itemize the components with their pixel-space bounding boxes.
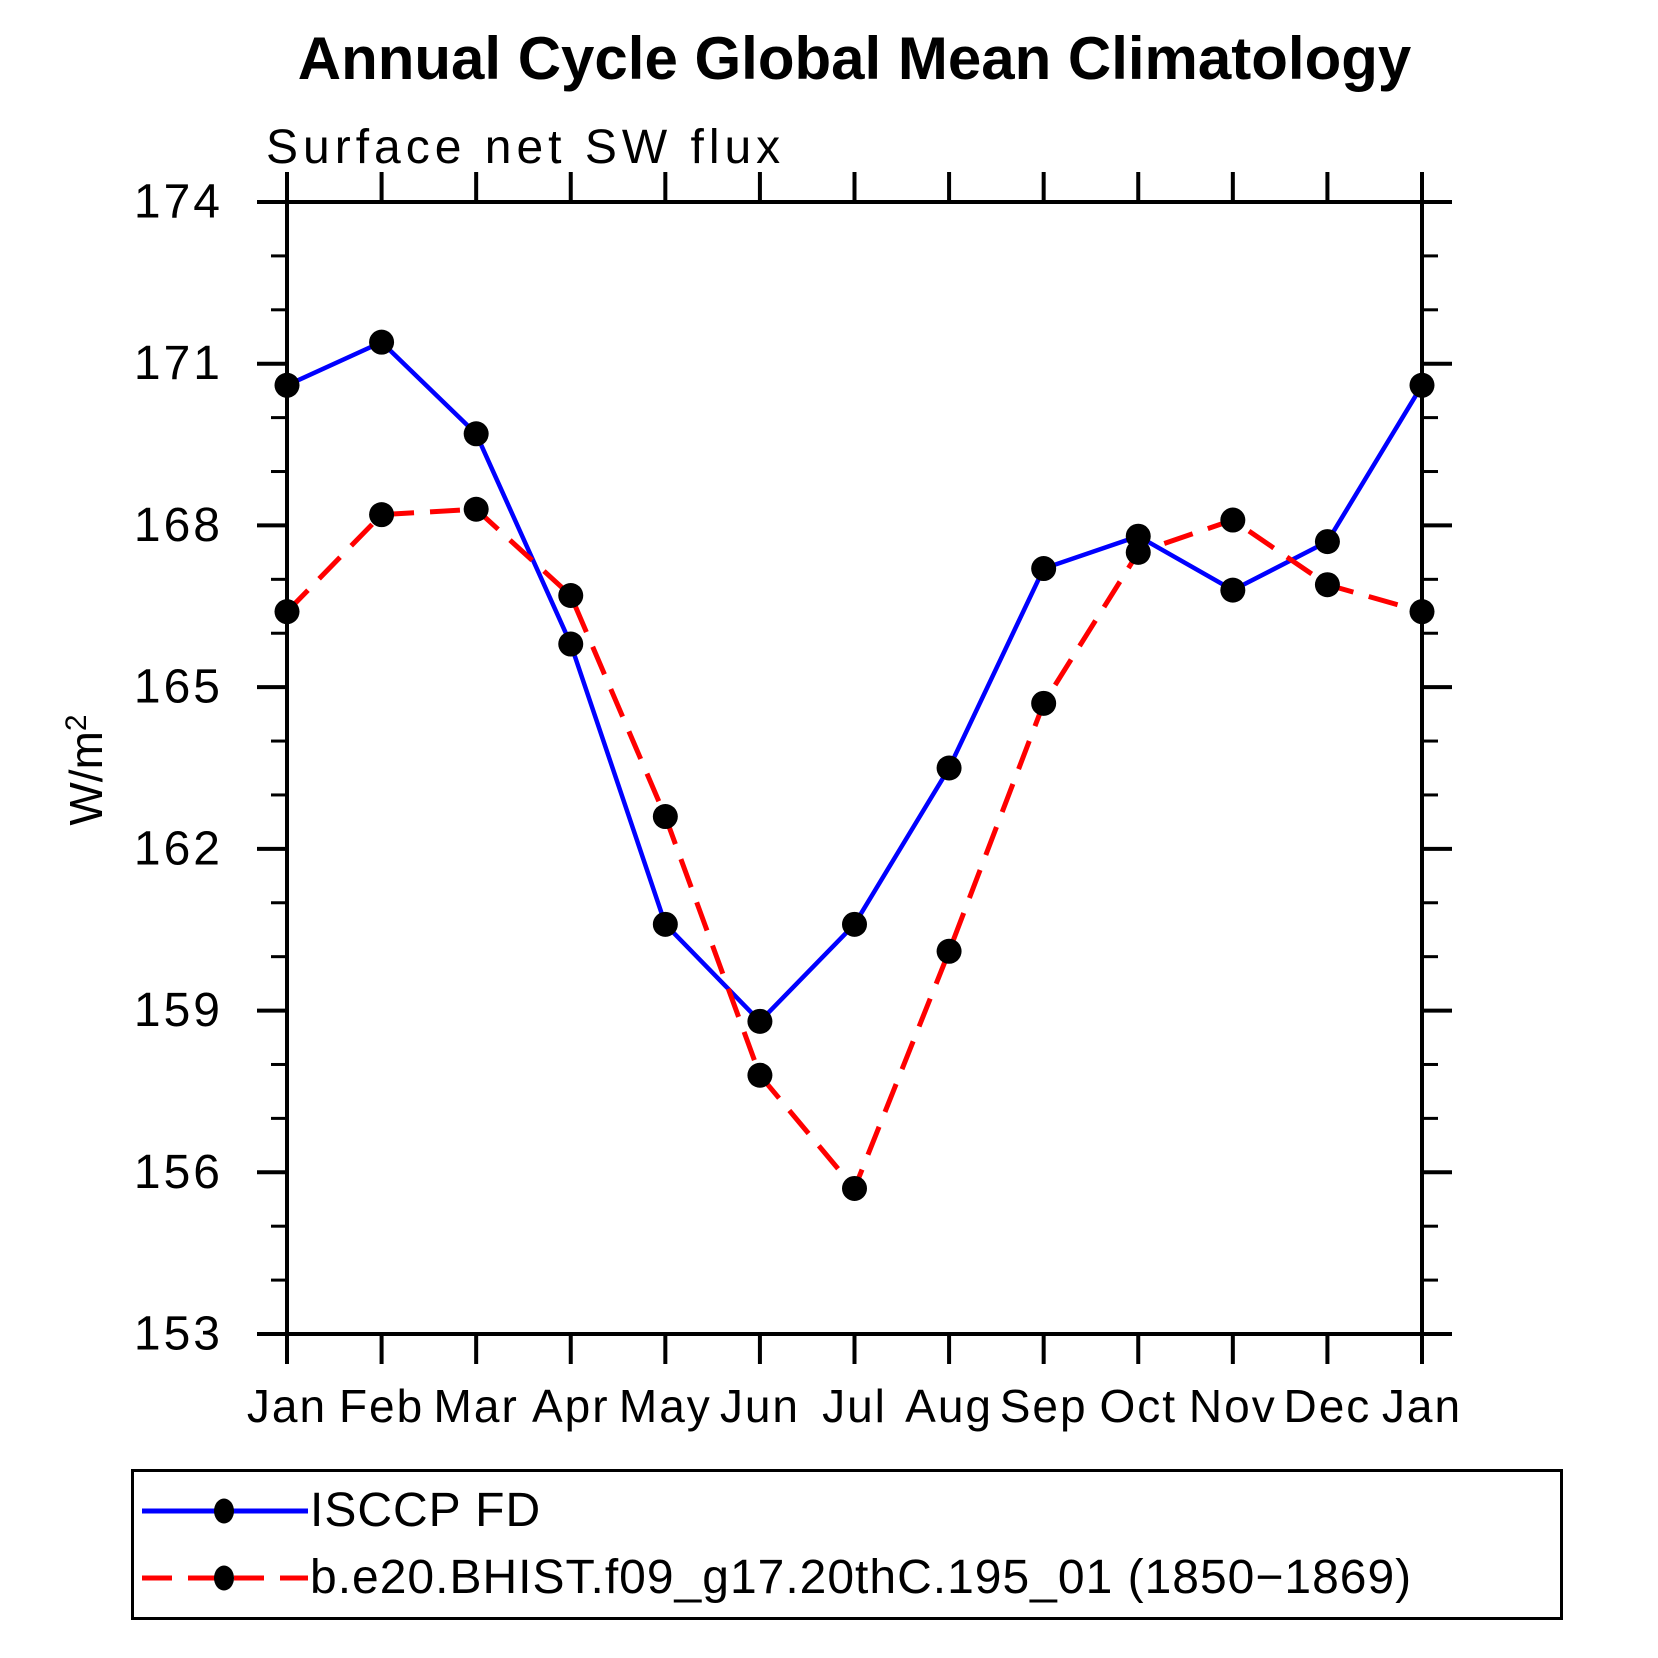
plot-frame — [285, 200, 1424, 1336]
legend-box: ISCCP FD b.e20.BHIST.f09_g17.20thC.195_0… — [131, 1469, 1563, 1620]
series-line-1 — [285, 506, 1423, 1194]
data-point-series-1 — [558, 583, 584, 609]
data-point-series-0 — [369, 329, 395, 355]
legend-item-bhist: b.e20.BHIST.f09_g17.20thC.195_01 (1850−1… — [140, 1550, 1412, 1606]
data-point-series-1 — [463, 496, 489, 522]
x-tick-label: Jun — [720, 1380, 800, 1432]
legend-item-isccp-fd: ISCCP FD — [140, 1483, 541, 1539]
data-point-series-0 — [747, 1008, 773, 1034]
data-point-series-1 — [936, 938, 962, 964]
data-point-series-1 — [369, 502, 395, 528]
x-tick-label: Jul — [822, 1380, 887, 1432]
y-tick-label: 165 — [134, 661, 223, 714]
data-point-series-1 — [1220, 507, 1246, 533]
chart-title: Annual Cycle Global Mean Climatology — [297, 25, 1412, 92]
x-tick-label: Nov — [1189, 1380, 1277, 1432]
data-point-series-0 — [1031, 556, 1057, 582]
y-tick-label: 159 — [134, 984, 223, 1037]
legend-label: ISCCP FD — [310, 1484, 542, 1537]
x-tick-label: Mar — [434, 1380, 519, 1432]
data-point-series-1 — [652, 804, 678, 830]
legend-label: b.e20.BHIST.f09_g17.20thC.195_01 (1850−1… — [310, 1551, 1413, 1604]
y-tick-label: 168 — [134, 499, 223, 552]
data-point-series-1 — [747, 1062, 773, 1088]
data-point-series-0 — [1220, 577, 1246, 603]
x-tick-label: Dec — [1284, 1380, 1372, 1432]
data-point-series-0 — [1314, 529, 1340, 555]
x-tick-label: Aug — [905, 1380, 993, 1432]
legend-sample-marker — [214, 1565, 234, 1591]
x-tick-label: Jan — [247, 1380, 327, 1432]
chart-subtitle: Surface net SW flux — [266, 121, 786, 174]
x-tick-label: Feb — [339, 1380, 424, 1432]
y-tick-label: 153 — [134, 1308, 223, 1361]
data-point-series-1 — [1125, 539, 1151, 565]
data-point-series-0 — [842, 911, 867, 937]
data-point-series-0 — [1409, 372, 1435, 398]
data-point-series-0 — [463, 421, 489, 447]
x-tick-label: Sep — [1000, 1380, 1088, 1432]
legend-line-sample-dashed — [142, 1565, 308, 1591]
legend-line-sample-solid — [142, 1498, 308, 1524]
y-tick-label: 162 — [134, 822, 223, 875]
data-point-series-1 — [842, 1175, 867, 1201]
data-point-series-1 — [1031, 690, 1057, 716]
x-tick-label: May — [619, 1380, 712, 1432]
y-axis-title: W/m2 — [60, 714, 112, 825]
data-point-series-1 — [274, 599, 300, 625]
data-point-series-0 — [936, 755, 962, 781]
legend-sample-marker — [214, 1498, 234, 1524]
data-point-series-0 — [558, 631, 584, 657]
x-tick-label: Apr — [532, 1380, 610, 1432]
y-tick-label: 156 — [134, 1146, 223, 1199]
x-tick-label: Oct — [1099, 1380, 1177, 1432]
data-point-series-1 — [1314, 572, 1340, 598]
y-tick-label: 171 — [134, 337, 223, 390]
data-point-series-0 — [274, 372, 300, 398]
x-tick-label: Jan — [1382, 1380, 1462, 1432]
y-tick-label: 174 — [134, 176, 223, 229]
data-point-series-1 — [1409, 599, 1435, 625]
data-point-series-0 — [652, 911, 678, 937]
